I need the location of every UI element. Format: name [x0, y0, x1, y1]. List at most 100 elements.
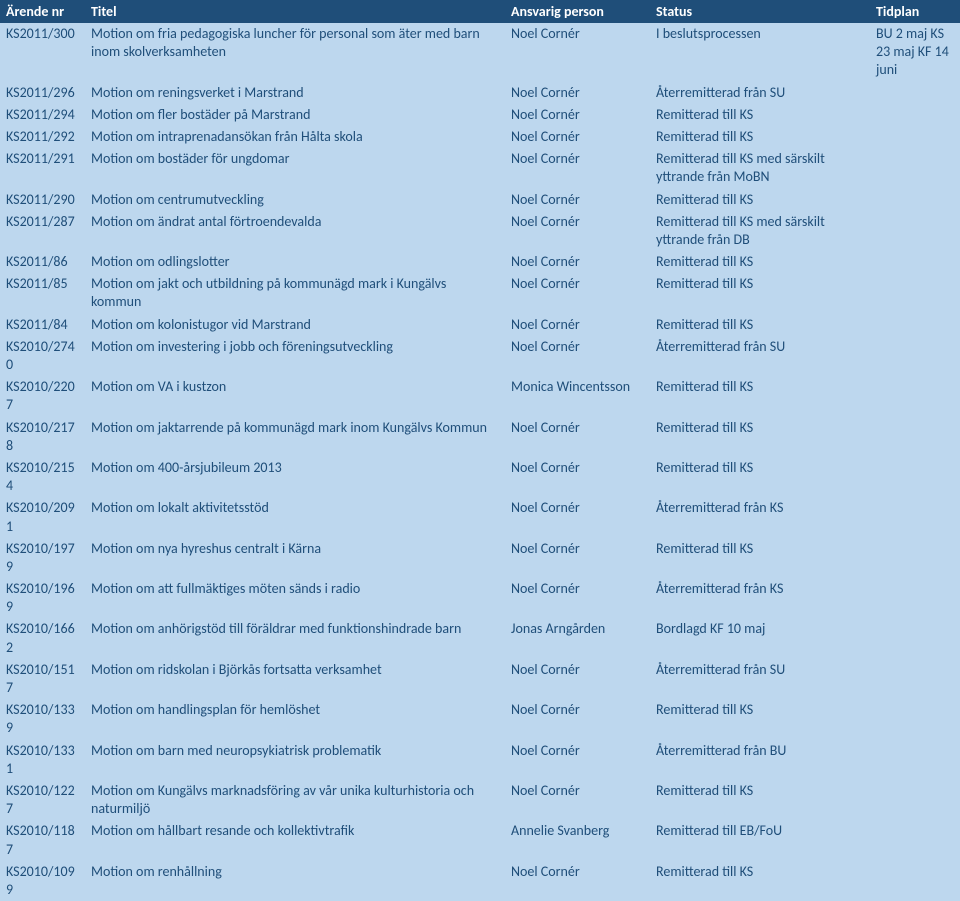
cell-tidplan — [870, 820, 960, 860]
cell-tidplan — [870, 82, 960, 104]
cell-ansvarig: Noel Cornér — [505, 578, 650, 618]
cell-arende: KS2011/294 — [0, 104, 85, 126]
cell-titel: Motion om barn med neuropsykiatrisk prob… — [85, 740, 505, 780]
cell-titel: Motion om ridskolan i Björkås fortsatta … — [85, 659, 505, 699]
cell-arende: KS2010/1979 — [0, 538, 85, 578]
table-row: KS2010/1517Motion om ridskolan i Björkås… — [0, 659, 960, 699]
cell-titel: Motion om Kungälvs marknadsföring av vår… — [85, 780, 505, 820]
table-row: KS2011/86Motion om odlingslotterNoel Cor… — [0, 251, 960, 273]
cell-status: Återremitterad från SU — [650, 82, 870, 104]
cell-ansvarig: Noel Cornér — [505, 189, 650, 211]
table-row: KS2010/1662Motion om anhörigstöd till fö… — [0, 618, 960, 658]
cell-tidplan — [870, 618, 960, 658]
cell-status: Remitterad till KS — [650, 417, 870, 457]
table-row: KS2011/291Motion om bostäder för ungdoma… — [0, 148, 960, 188]
cell-arende: KS2011/287 — [0, 211, 85, 251]
cell-tidplan — [870, 148, 960, 188]
cell-status: Remitterad till KS — [650, 376, 870, 416]
cell-tidplan — [870, 861, 960, 901]
table-row: KS2010/2154Motion om 400-årsjubileum 201… — [0, 457, 960, 497]
table-row: KS2010/1979Motion om nya hyreshus centra… — [0, 538, 960, 578]
table-row: KS2010/1227Motion om Kungälvs marknadsfö… — [0, 780, 960, 820]
cell-status: Remitterad till KS med särskilt yttrande… — [650, 211, 870, 251]
cell-status: Remitterad till KS med särskilt yttrande… — [650, 148, 870, 188]
table-row: KS2011/287Motion om ändrat antal förtroe… — [0, 211, 960, 251]
cell-status: I beslutsprocessen — [650, 23, 870, 82]
table-row: KS2010/1339Motion om handlingsplan för h… — [0, 699, 960, 739]
table-row: KS2011/85Motion om jakt och utbildning p… — [0, 273, 960, 313]
cell-status: Remitterad till KS — [650, 314, 870, 336]
cell-ansvarig: Noel Cornér — [505, 82, 650, 104]
cell-ansvarig: Noel Cornér — [505, 497, 650, 537]
cell-tidplan — [870, 497, 960, 537]
cell-tidplan — [870, 211, 960, 251]
cell-status: Remitterad till KS — [650, 189, 870, 211]
cell-titel: Motion om renhållning — [85, 861, 505, 901]
cell-titel: Motion om bostäder för ungdomar — [85, 148, 505, 188]
cell-status: Remitterad till KS — [650, 273, 870, 313]
cell-titel: Motion om 400-årsjubileum 2013 — [85, 457, 505, 497]
cell-ansvarig: Monica Wincentsson — [505, 376, 650, 416]
cell-titel: Motion om jakt och utbildning på kommunä… — [85, 273, 505, 313]
table-row: KS2010/2091Motion om lokalt aktivitetsst… — [0, 497, 960, 537]
table-row: KS2011/296Motion om reningsverket i Mars… — [0, 82, 960, 104]
table-row: KS2011/300Motion om fria pedagogiska lun… — [0, 23, 960, 82]
cell-tidplan — [870, 699, 960, 739]
table-row: KS2010/1331Motion om barn med neuropsyki… — [0, 740, 960, 780]
cell-titel: Motion om att fullmäktiges möten sänds i… — [85, 578, 505, 618]
cell-titel: Motion om handlingsplan för hemlöshet — [85, 699, 505, 739]
table-row: KS2011/292Motion om intraprenadansökan f… — [0, 126, 960, 148]
cell-tidplan — [870, 273, 960, 313]
table-row: KS2011/294Motion om fler bostäder på Mar… — [0, 104, 960, 126]
cell-tidplan — [870, 578, 960, 618]
cell-status: Remitterad till KS — [650, 457, 870, 497]
cell-tidplan — [870, 659, 960, 699]
cell-status: Återremitterad från KS — [650, 497, 870, 537]
cell-status: Remitterad till KS — [650, 538, 870, 578]
table-row: KS2010/1969Motion om att fullmäktiges mö… — [0, 578, 960, 618]
cell-status: Remitterad till KS — [650, 251, 870, 273]
cell-tidplan — [870, 126, 960, 148]
cell-ansvarig: Noel Cornér — [505, 314, 650, 336]
col-header-titel: Titel — [85, 0, 505, 23]
cell-tidplan: BU 2 maj KS 23 maj KF 14 juni — [870, 23, 960, 82]
cell-titel: Motion om kolonistugor vid Marstrand — [85, 314, 505, 336]
cell-arende: KS2010/1187 — [0, 820, 85, 860]
cell-titel: Motion om fler bostäder på Marstrand — [85, 104, 505, 126]
table-row: KS2010/2207Motion om VA i kustzonMonica … — [0, 376, 960, 416]
cell-titel: Motion om jaktarrende på kommunägd mark … — [85, 417, 505, 457]
cell-status: Återremitterad från BU — [650, 740, 870, 780]
table-row: KS2010/1099Motion om renhållningNoel Cor… — [0, 861, 960, 901]
cell-ansvarig: Noel Cornér — [505, 148, 650, 188]
cell-status: Remitterad till KS — [650, 699, 870, 739]
cell-ansvarig: Noel Cornér — [505, 23, 650, 82]
cell-arende: KS2010/2154 — [0, 457, 85, 497]
cell-arende: KS2011/290 — [0, 189, 85, 211]
cell-ansvarig: Noel Cornér — [505, 457, 650, 497]
cell-ansvarig: Noel Cornér — [505, 126, 650, 148]
cell-ansvarig: Noel Cornér — [505, 659, 650, 699]
cell-ansvarig: Noel Cornér — [505, 538, 650, 578]
cell-ansvarig: Noel Cornér — [505, 104, 650, 126]
cell-tidplan — [870, 780, 960, 820]
table-row: KS2011/84Motion om kolonistugor vid Mars… — [0, 314, 960, 336]
cell-tidplan — [870, 538, 960, 578]
table-row: KS2010/2740Motion om investering i jobb … — [0, 336, 960, 376]
cell-status: Återremitterad från SU — [650, 336, 870, 376]
cell-titel: Motion om VA i kustzon — [85, 376, 505, 416]
cell-status: Remitterad till KS — [650, 104, 870, 126]
cell-arende: KS2011/296 — [0, 82, 85, 104]
cell-titel: Motion om centrumutveckling — [85, 189, 505, 211]
cell-ansvarig: Noel Cornér — [505, 780, 650, 820]
cell-tidplan — [870, 314, 960, 336]
cell-ansvarig: Noel Cornér — [505, 861, 650, 901]
cell-ansvarig: Noel Cornér — [505, 699, 650, 739]
cell-arende: KS2010/1517 — [0, 659, 85, 699]
cell-arende: KS2011/85 — [0, 273, 85, 313]
cell-titel: Motion om ändrat antal förtroendevalda — [85, 211, 505, 251]
cell-titel: Motion om anhörigstöd till föräldrar med… — [85, 618, 505, 658]
cell-ansvarig: Noel Cornér — [505, 336, 650, 376]
table-header: Ärende nr Titel Ansvarig person Status T… — [0, 0, 960, 23]
cell-tidplan — [870, 376, 960, 416]
cell-ansvarig: Noel Cornér — [505, 251, 650, 273]
